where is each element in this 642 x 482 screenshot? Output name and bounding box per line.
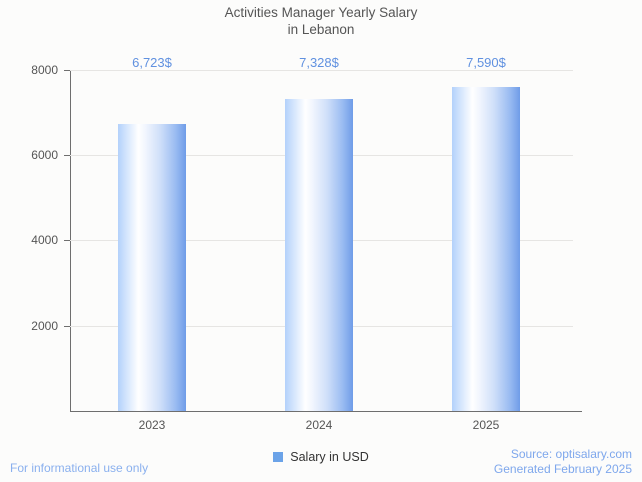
bar-2025[interactable] (452, 87, 520, 411)
y-tick-mark-4000 (64, 240, 70, 241)
y-tick-label-2000: 2000 (31, 319, 58, 333)
y-tick-label-6000: 6000 (31, 148, 58, 162)
x-tick-label-2025: 2025 (472, 418, 500, 432)
y-tick-mark-2000 (64, 326, 70, 327)
bar-2023[interactable] (118, 124, 186, 411)
bar-value-label-2025: 7,590$ (466, 55, 506, 70)
y-tick-mark-8000 (64, 70, 70, 71)
x-tick-label-2024: 2024 (305, 418, 333, 432)
y-axis-line (70, 70, 71, 412)
x-axis-line (70, 411, 582, 412)
chart-title-line-1: Activities Manager Yearly Salary (224, 5, 418, 20)
disclaimer-text: For informational use only (10, 461, 149, 475)
source-attribution: Source: optisalary.com Generated Februar… (494, 447, 632, 477)
y-tick-label-4000: 4000 (31, 233, 58, 247)
plot-area (70, 70, 573, 411)
bar-2024[interactable] (285, 99, 353, 411)
bar-value-label-2023: 6,723$ (132, 55, 172, 70)
chart-legend[interactable]: Salary in USD (0, 450, 642, 464)
gridline-8000 (70, 70, 573, 71)
y-tick-label-8000: 8000 (31, 63, 58, 77)
generated-date-text: Generated February 2025 (493, 462, 632, 476)
y-tick-mark-6000 (64, 155, 70, 156)
chart-title: Activities Manager Yearly Salary in Leba… (0, 4, 642, 38)
x-tick-label-2023: 2023 (138, 418, 166, 432)
legend-swatch-salary-in-usd (273, 452, 284, 462)
legend-label-salary-in-usd: Salary in USD (290, 450, 369, 464)
source-text: Source: optisalary.com (510, 447, 632, 461)
chart-title-line-2: in Lebanon (287, 22, 355, 37)
bar-value-label-2024: 7,328$ (299, 55, 339, 70)
